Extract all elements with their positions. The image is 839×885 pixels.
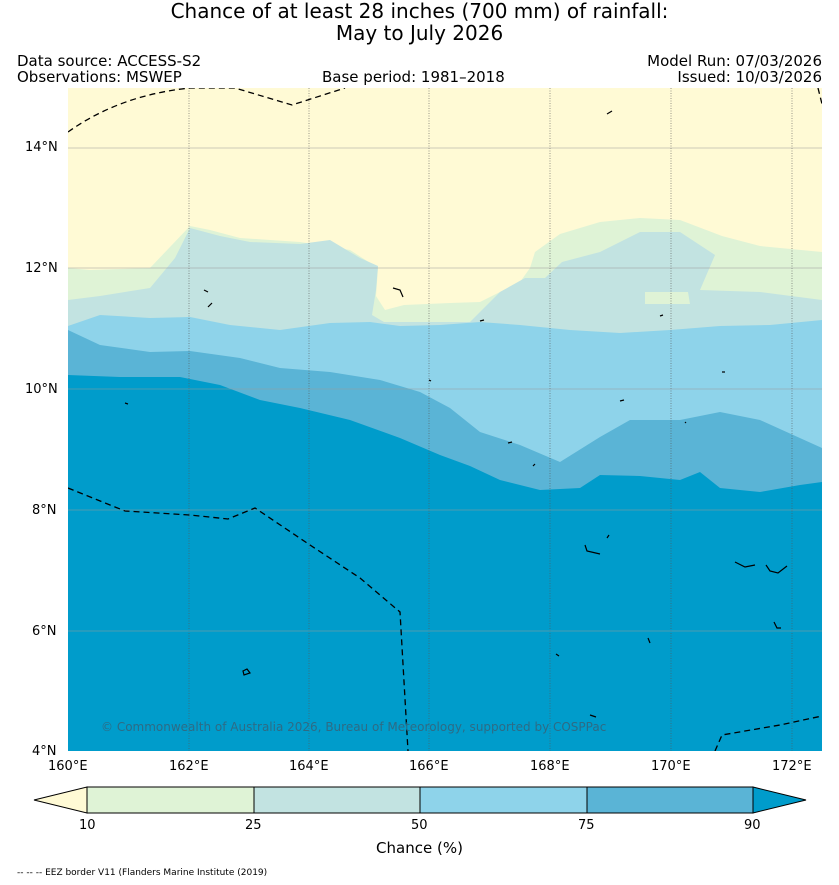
lon-label-164e: 164°E (289, 759, 329, 774)
base-period: Base period: 1981–2018 (322, 68, 505, 86)
colorbar-segment-10-25 (86, 786, 255, 814)
observations: Observations: MSWEP (17, 68, 182, 86)
colorbar (33, 786, 807, 814)
lon-label-160e: 160°E (48, 759, 88, 774)
map-title-line2: May to July 2026 (335, 21, 504, 45)
copyright-notice: © Commonwealth of Australia 2026, Bureau… (101, 720, 606, 734)
colorbar-tick-25: 25 (245, 818, 262, 833)
lon-label-162e: 162°E (169, 759, 209, 774)
colorbar-tick-10: 10 (79, 818, 96, 833)
map-title-line1: Chance of at least 28 inches (700 mm) of… (170, 0, 669, 23)
lat-label-4n: 4°N (32, 744, 57, 759)
lon-label-170e: 170°E (651, 759, 691, 774)
pale-patch (645, 292, 690, 304)
lat-label-10n: 10°N (25, 382, 58, 397)
colorbar-segment-75-90 (586, 786, 754, 814)
lon-label-166e: 166°E (409, 759, 449, 774)
colorbar-tick-50: 50 (411, 818, 428, 833)
graticule (188, 88, 793, 751)
colorbar-label: Chance (%) (376, 839, 463, 857)
model-run: Model Run: 07/03/2026 (647, 52, 822, 70)
colorbar-tick-90: 90 (744, 818, 761, 833)
colorbar-segment-25-50 (253, 786, 421, 814)
lat-label-8n: 8°N (32, 503, 57, 518)
lat-label-6n: 6°N (32, 624, 57, 639)
colorbar-segment-below-10 (33, 786, 88, 814)
colorbar-segment-50-75 (419, 786, 588, 814)
eez-borders (68, 88, 822, 751)
lat-label-12n: 12°N (25, 261, 58, 276)
islands (124, 110, 788, 718)
issued-date: Issued: 10/03/2026 (677, 68, 822, 86)
eez-legend: -- -- -- EEZ border V11 (Flanders Marine… (17, 868, 268, 878)
lat-label-14n: 14°N (25, 140, 58, 155)
colorbar-tick-75: 75 (578, 818, 595, 833)
data-source: Data source: ACCESS-S2 (17, 52, 202, 70)
band-above-90 (68, 375, 822, 751)
lon-label-168e: 168°E (530, 759, 570, 774)
lon-label-172e: 172°E (772, 759, 812, 774)
colorbar-segment-above-90 (752, 786, 807, 814)
